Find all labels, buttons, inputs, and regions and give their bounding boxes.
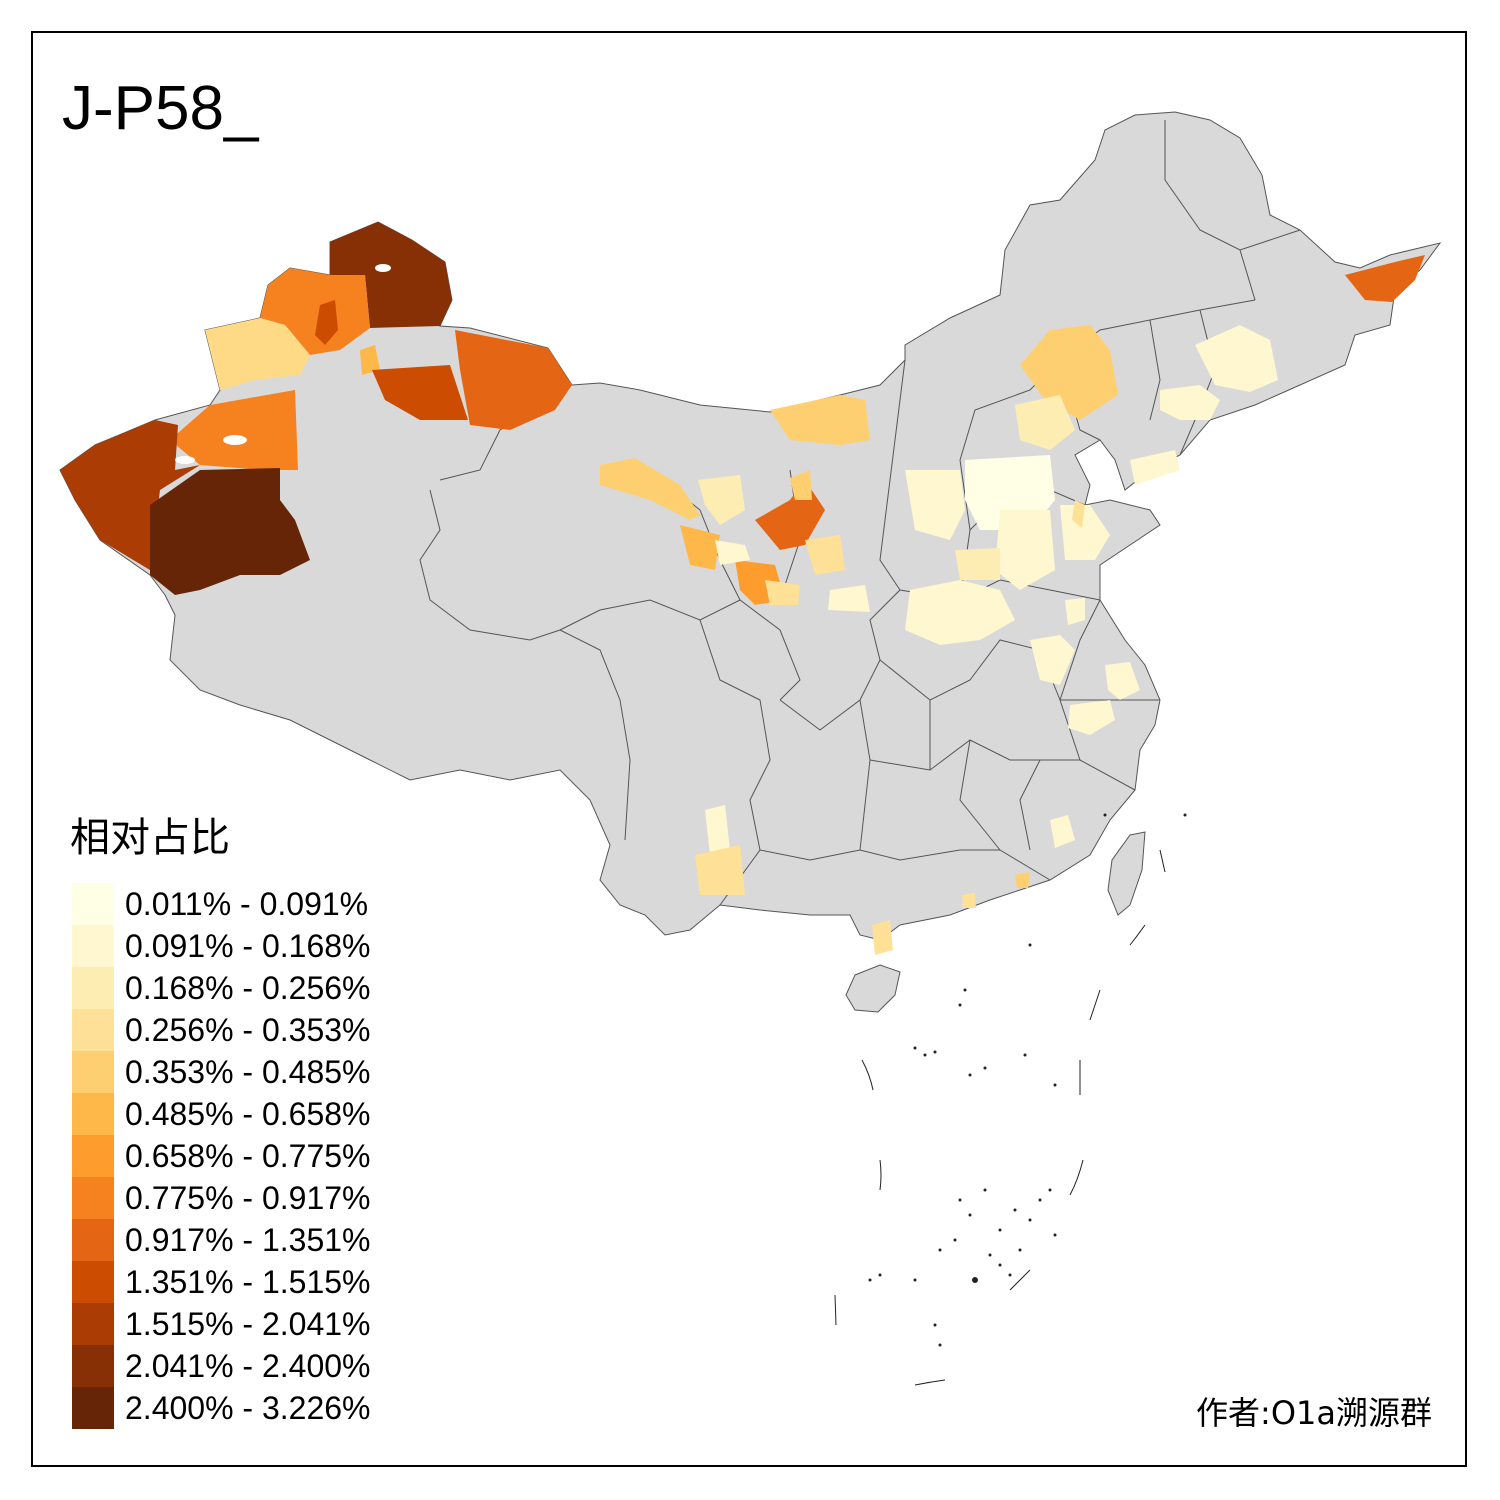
region-gansu-east <box>765 580 800 605</box>
taiwan-island <box>1107 831 1146 916</box>
legend-swatch <box>72 1261 114 1303</box>
region-henan <box>905 580 1015 645</box>
legend-swatch <box>72 1177 114 1219</box>
legend-swatch <box>72 1219 114 1261</box>
region-guangdong-e <box>1015 872 1030 888</box>
region-hami <box>455 330 572 430</box>
region-gansu-mid <box>698 475 745 525</box>
south-china-sea-islands <box>834 849 1166 1386</box>
region-alxa <box>770 395 870 445</box>
legend-label: 0.011% - 0.091% <box>125 886 369 922</box>
region-ili <box>170 390 298 470</box>
legend-title: 相对占比 <box>70 815 230 861</box>
region-henan-n <box>955 548 1000 580</box>
region-changji <box>360 345 380 375</box>
legend-label: 1.351% - 1.515% <box>125 1264 371 1300</box>
region-hebei-south <box>995 510 1055 590</box>
region-shandong-east <box>1072 500 1085 528</box>
legend-swatch <box>72 1345 114 1387</box>
region-anhui-n <box>1030 635 1075 685</box>
region-hulunbuir <box>1020 325 1118 420</box>
lakes <box>175 264 391 464</box>
region-altay <box>330 222 452 328</box>
hainan-island <box>845 964 901 1013</box>
region-shaanxi-north <box>805 535 845 575</box>
region-shaanxi-south <box>828 585 870 612</box>
legend-label: 0.168% - 0.256% <box>125 970 371 1006</box>
region-qinghai-east <box>680 525 720 570</box>
legend-label: 2.041% - 2.400% <box>125 1348 371 1384</box>
region-jiamusi <box>1345 255 1425 302</box>
region-jiangsu <box>1105 662 1140 700</box>
region-hebei-north <box>1015 395 1075 450</box>
region-turpan <box>372 365 468 420</box>
island-dots <box>868 813 1187 1347</box>
region-shanxi <box>905 470 965 540</box>
legend-swatch <box>72 1387 114 1429</box>
legend-swatch <box>72 1051 114 1093</box>
colored-regions <box>60 222 1425 955</box>
author-credit: 作者:O1a溯源群 <box>1196 1394 1432 1432</box>
legend-label: 0.775% - 0.917% <box>125 1180 371 1216</box>
legend-label: 0.256% - 0.353% <box>125 1012 371 1048</box>
legend-label: 0.658% - 0.775% <box>125 1138 371 1174</box>
region-ningxia-south <box>790 470 812 500</box>
region-fujian <box>1050 815 1075 848</box>
region-gansu-mid2 <box>715 540 750 565</box>
region-jilin <box>1160 385 1220 420</box>
region-zhejiang <box>1068 700 1115 735</box>
region-heilongjiang <box>1195 325 1278 392</box>
legend-swatch <box>72 925 114 967</box>
region-bortala <box>205 318 310 390</box>
legend-label: 2.400% - 3.226% <box>125 1390 371 1426</box>
region-guangxi-coast <box>872 920 893 955</box>
region-jiangsu-n <box>1065 598 1085 625</box>
region-kashgar <box>60 420 200 570</box>
region-tacheng <box>260 268 370 355</box>
legend-swatch <box>72 1093 114 1135</box>
region-gansu-west <box>600 458 700 520</box>
region-karamay <box>315 300 338 345</box>
legend-label: 0.917% - 1.351% <box>125 1222 371 1258</box>
legend-swatch <box>72 1135 114 1177</box>
region-liaoning <box>1130 450 1180 485</box>
region-yunnan-s <box>695 845 745 895</box>
legend-swatch <box>72 1009 114 1051</box>
legend-label: 0.353% - 0.485% <box>125 1054 371 1090</box>
map-title: J-P58_ <box>62 74 259 143</box>
region-hotan <box>150 468 310 595</box>
region-guangdong <box>962 893 976 908</box>
legend-swatch <box>72 1303 114 1345</box>
legend-label: 0.485% - 0.658% <box>125 1096 371 1132</box>
legend-swatch <box>72 967 114 1009</box>
legend-swatch <box>72 883 114 925</box>
legend-label: 1.515% - 2.041% <box>125 1306 371 1342</box>
legend-label: 0.091% - 0.168% <box>125 928 371 964</box>
region-yunnan-n <box>705 805 730 855</box>
